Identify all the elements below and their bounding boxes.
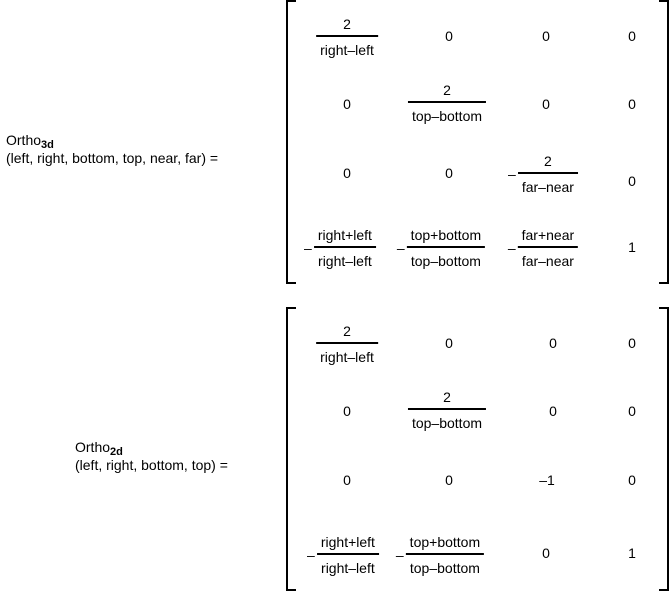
ortho3d-cell-1-1: 2 right–left [316, 16, 378, 58]
minus-sign: – [396, 240, 405, 256]
ortho2d-cell-3-4: 0 [628, 472, 636, 488]
denominator: far–near [521, 253, 574, 269]
fraction-bar [406, 246, 486, 248]
denominator: right–left [320, 42, 374, 58]
denominator: top–bottom [410, 253, 481, 269]
ortho2d-cell-4-3: 0 [542, 545, 550, 561]
ortho2d-right-bracket [659, 307, 669, 591]
ortho2d-arguments: (left, right, bottom, top) = [75, 457, 228, 473]
ortho2d-function-name: Ortho2d [75, 439, 123, 458]
minus-sign: – [395, 547, 404, 563]
fraction-bar [517, 246, 579, 248]
ortho3d-right-bracket [659, 0, 669, 284]
numerator: top+bottom [410, 227, 482, 243]
ortho2d-cell-3-1: 0 [343, 472, 351, 488]
ortho2d-cell-3-2: 0 [445, 472, 453, 488]
fraction-bar [313, 246, 376, 248]
fraction-bar [407, 101, 487, 103]
ortho3d-cell-2-2: 2 top–bottom [407, 82, 487, 124]
denominator: right–left [318, 253, 372, 269]
ortho3d-cell-2-4: 0 [628, 96, 636, 112]
ortho3d-cell-4-1: – right+left right–left [304, 227, 376, 269]
ortho2d-cell-4-2: – top+bottom top–bottom [395, 534, 485, 576]
ortho3d-cell-1-4: 0 [628, 28, 636, 44]
denominator: top–bottom [411, 415, 483, 431]
ortho3d-cell-4-4: 1 [628, 239, 636, 255]
numerator: right+left [317, 227, 372, 243]
ortho3d-arguments: (left, right, bottom, top, near, far) = [6, 150, 219, 166]
ortho2d-name: Ortho [75, 439, 111, 455]
minus-sign: – [307, 547, 315, 563]
denominator: top–bottom [411, 108, 483, 124]
ortho3d-cell-3-3: – 2 far–near [508, 153, 578, 195]
fraction-bar [316, 553, 379, 555]
ortho2d-left-bracket [286, 307, 296, 591]
fraction-bar [405, 553, 485, 555]
ortho3d-cell-4-3: – far+near far–near [507, 227, 579, 269]
ortho2d-cell-3-3: –1 [539, 472, 555, 488]
ortho2d-cell-4-1: – right+left right–left [307, 534, 379, 576]
numerator: 2 [443, 389, 451, 405]
numerator: 2 [343, 16, 351, 32]
ortho3d-cell-2-1: 0 [343, 96, 351, 112]
ortho3d-subscript: 3d [41, 139, 54, 151]
ortho2d-cell-2-2: 2 top–bottom [407, 389, 487, 431]
denominator: right–left [321, 560, 375, 576]
ortho3d-name: Ortho [6, 132, 42, 148]
ortho3d-cell-4-2: – top+bottom top–bottom [396, 227, 486, 269]
ortho2d-cell-2-1: 0 [343, 403, 351, 419]
ortho2d-cell-2-4: 0 [628, 403, 636, 419]
ortho3d-left-bracket [286, 0, 296, 284]
ortho3d-cell-2-3: 0 [542, 96, 550, 112]
minus-sign: – [304, 240, 312, 256]
numerator: 2 [343, 323, 351, 339]
minus-sign: – [507, 240, 516, 256]
numerator: right+left [320, 534, 375, 550]
minus-sign: – [508, 166, 516, 182]
ortho3d-cell-3-4: 0 [628, 173, 636, 189]
ortho2d-cell-1-2: 0 [445, 335, 453, 351]
denominator: top–bottom [409, 560, 480, 576]
ortho2d-cell-1-1: 2 right–left [316, 323, 378, 365]
ortho3d-function-name: Ortho3d [6, 132, 54, 151]
ortho3d-cell-3-2: 0 [445, 165, 453, 181]
ortho3d-cell-1-2: 0 [445, 28, 453, 44]
numerator: top+bottom [409, 534, 481, 550]
ortho2d-cell-1-4: 0 [628, 335, 636, 351]
denominator: far–near [521, 179, 574, 195]
ortho2d-cell-4-4: 1 [628, 545, 636, 561]
ortho2d-cell-2-3: 0 [549, 403, 557, 419]
fraction-bar [316, 342, 378, 344]
fraction-bar [517, 172, 578, 174]
numerator: 2 [443, 82, 451, 98]
numerator: far+near [521, 227, 575, 243]
denominator: right–left [320, 349, 374, 365]
fraction-bar [407, 408, 487, 410]
ortho3d-cell-1-3: 0 [542, 28, 550, 44]
ortho3d-cell-3-1: 0 [343, 165, 351, 181]
numerator: 2 [543, 153, 552, 169]
ortho2d-cell-1-3: 0 [549, 335, 557, 351]
fraction-bar [316, 35, 378, 37]
ortho2d-subscript: 2d [110, 446, 123, 458]
